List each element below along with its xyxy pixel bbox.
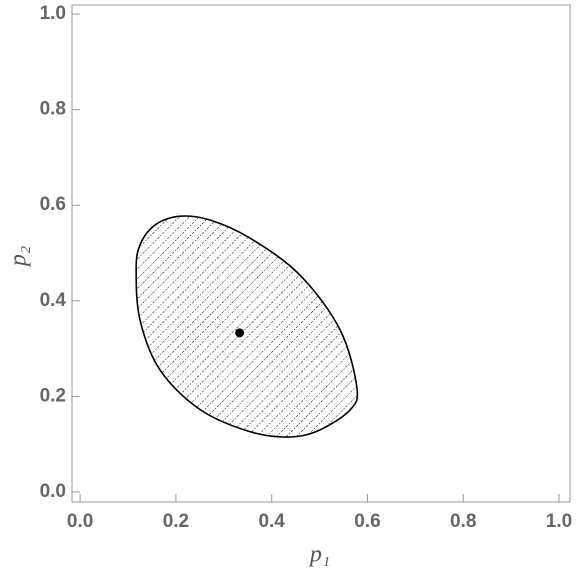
x-axis-title: p₁ [308,542,330,568]
point [235,328,245,338]
y-axis-title: p₂ [6,246,32,268]
y-tick-label: 0.0 [40,481,66,502]
y-tick-label: 0.6 [40,194,66,215]
y-tick-label: 0.8 [40,99,66,120]
x-tick-label: 0.4 [258,511,285,532]
x-tick-label: 0.2 [163,511,189,532]
x-tick-label: 0.6 [354,511,380,532]
region [135,215,359,438]
y-tick-label: 0.2 [40,385,66,406]
plot-frame [71,4,571,503]
x-tick-label: 0.8 [450,511,476,532]
x-tick-label: 1.0 [546,511,572,532]
y-tick-label: 0.4 [40,290,67,311]
x-tick-label: 0.0 [67,511,93,532]
y-tick-label: 1.0 [40,3,66,24]
